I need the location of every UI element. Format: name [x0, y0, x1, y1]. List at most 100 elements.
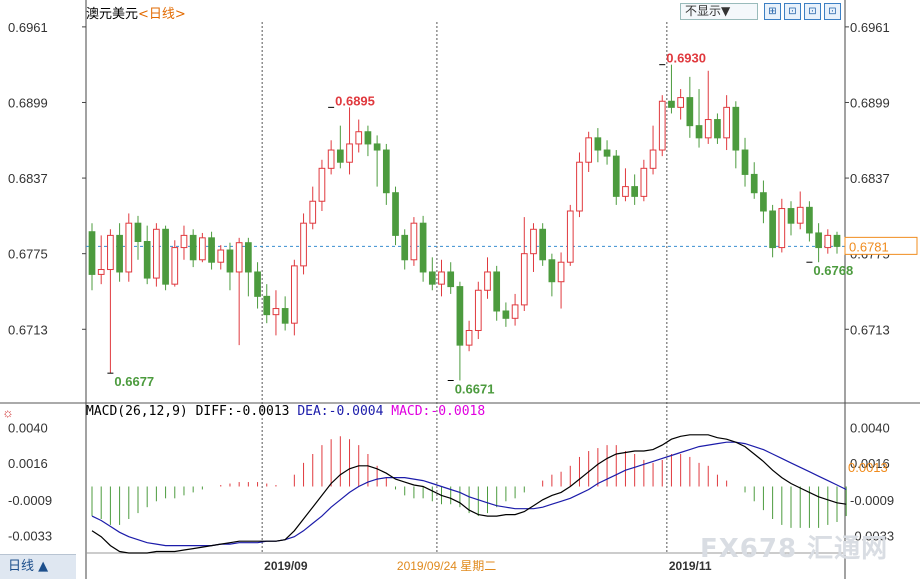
candle-body	[732, 106, 740, 151]
candle-body	[254, 271, 261, 297]
candle-body	[208, 237, 215, 263]
candle-body	[714, 119, 721, 139]
candle-body	[769, 210, 776, 249]
candle-body	[171, 247, 179, 285]
candle-body	[640, 167, 648, 197]
indicator-select[interactable]: 不显示▼	[680, 3, 758, 20]
current-price-tag	[844, 236, 918, 255]
candle-body	[180, 234, 188, 249]
macd-legend: MACD(26,12,9) DIFF:-0.0013 DEA:-0.0004 M…	[86, 404, 485, 419]
candle-body	[364, 131, 372, 145]
candle-body	[346, 143, 353, 163]
candle-body	[245, 242, 252, 273]
macd-tick-left: 0.0040	[8, 420, 48, 435]
price-tick-left: 0.6961	[8, 20, 48, 35]
candle-body	[824, 234, 832, 249]
candle-body	[649, 149, 657, 169]
candle-body	[622, 186, 629, 197]
candle-body	[217, 249, 225, 263]
symbol-name: 澳元美元	[86, 7, 139, 22]
candle-body	[511, 304, 519, 319]
candle-body	[226, 249, 234, 273]
candle-body	[539, 228, 547, 261]
candle-body	[778, 208, 786, 249]
candle-body	[318, 167, 326, 202]
macd-diff-value: DIFF:-0.0013	[195, 404, 290, 419]
macd-hist-value: MACD:-0.0018	[391, 404, 486, 419]
candle-body	[677, 97, 684, 108]
candle-body	[750, 173, 758, 194]
timeframe-tab[interactable]: 日线 ▲	[0, 554, 76, 579]
candle-body	[631, 186, 639, 197]
macd-tick-right: 0.0040	[850, 420, 890, 435]
price-annotation: 0.6930	[666, 51, 706, 66]
candle-body	[428, 271, 436, 285]
candle-body	[235, 242, 243, 273]
macd-tick-left: -0.0033	[8, 528, 52, 543]
timeframe-label: <日线>	[138, 7, 186, 22]
candle-body	[392, 192, 399, 236]
step-forward-icon[interactable]: ⊡	[804, 3, 821, 20]
macd-diff-line	[91, 434, 847, 554]
candle-body	[695, 125, 703, 139]
candle-body	[530, 228, 537, 255]
macd-tick-right: -0.0033	[850, 528, 894, 543]
candle-body	[520, 253, 528, 306]
fit-view-icon[interactable]: ⊡	[824, 3, 841, 20]
candle-body	[576, 161, 583, 212]
macd-dea-value: DEA:-0.0004	[297, 404, 384, 419]
candle-body	[833, 234, 841, 247]
candle-body	[125, 222, 133, 273]
candle-body	[300, 222, 307, 267]
candle-body	[603, 149, 611, 157]
price-tick-left: 0.6775	[8, 247, 48, 262]
price-annotation: 0.6895	[335, 93, 375, 108]
candle-body	[787, 208, 795, 224]
time-axis-label: 2019/09/24 星期二	[397, 559, 496, 573]
price-tick-left: 0.6899	[8, 95, 48, 110]
candle-body	[548, 259, 556, 283]
candle-body	[447, 271, 455, 288]
candle-body	[88, 231, 96, 275]
candle-body	[355, 131, 363, 145]
candle-body	[382, 149, 390, 194]
step-back-icon[interactable]: ⊡	[784, 3, 801, 20]
price-tick-right: 0.6713	[850, 322, 890, 337]
candle-body	[594, 137, 602, 151]
macd-name: MACD(26,12,9)	[86, 404, 188, 419]
candle-body	[410, 222, 418, 261]
candle-body	[704, 119, 712, 139]
macd-current-value: 0.0013	[848, 460, 888, 475]
candle-body	[741, 149, 749, 175]
candle-body	[760, 192, 767, 212]
macd-tick-right: 0.0016	[850, 456, 890, 471]
settings-icon[interactable]: ☼	[2, 405, 14, 420]
candle-body	[456, 286, 464, 346]
candle-body	[162, 228, 169, 285]
candle-body	[484, 271, 491, 291]
candle-body	[723, 106, 730, 139]
candle-body	[116, 234, 123, 273]
price-tick-right: 0.6899	[850, 95, 890, 110]
candle-body	[263, 295, 271, 316]
price-tick-right: 0.6837	[850, 171, 890, 186]
price-tick-left: 0.6837	[8, 171, 48, 186]
candle-body	[668, 100, 675, 108]
watermark-logo: FX678 汇通网	[700, 534, 889, 564]
time-axis-label: 2019/11	[669, 559, 712, 573]
candle-body	[401, 234, 409, 261]
candle-body	[806, 206, 813, 234]
candle-body	[474, 289, 482, 331]
macd-tick-left: -0.0009	[8, 493, 52, 508]
candle-body	[143, 240, 151, 279]
candle-body	[373, 143, 381, 151]
candle-body	[686, 97, 694, 127]
symbol-title: 澳元美元<日线>	[86, 3, 186, 22]
zoom-in-icon[interactable]: ⊞	[764, 3, 781, 20]
price-tick-left: 0.6713	[8, 322, 48, 337]
candle-body	[585, 137, 593, 163]
price-tick-right: 0.6961	[850, 20, 890, 35]
price-annotation: 0.6677	[114, 374, 154, 389]
